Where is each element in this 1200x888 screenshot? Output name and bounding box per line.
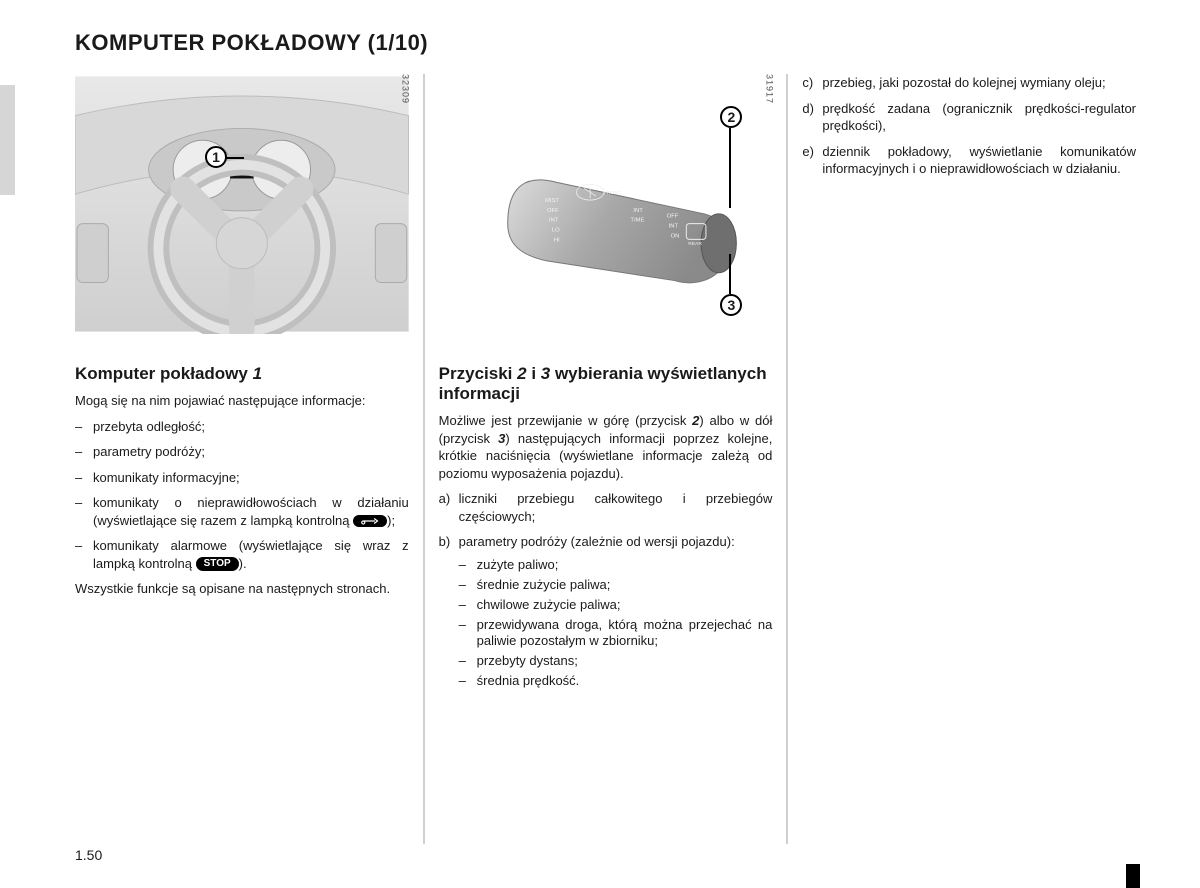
list-item: e) dziennik pokładowy, wyświetlanie komun…	[802, 143, 1136, 178]
svg-text:INT: INT	[633, 208, 643, 214]
list-item: średnie zużycie paliwa;	[459, 577, 773, 594]
page-title: KOMPUTER POKŁADOWY (1/10)	[75, 30, 1150, 56]
list-item: d) prędkość zadana (ogranicznik prędkości…	[802, 100, 1136, 135]
heading-text: Komputer pokładowy	[75, 364, 253, 383]
svg-text:INT: INT	[549, 218, 559, 224]
list-item: chwilowe zużycie paliwa;	[459, 597, 773, 614]
svg-text:HI: HI	[553, 237, 559, 243]
dashboard-illustration	[75, 74, 409, 334]
item-text: dziennik pokładowy, wyświetlanie komunik…	[822, 144, 1136, 177]
callout-line	[729, 254, 731, 294]
svg-text:OFF: OFF	[547, 208, 559, 214]
marker: c)	[802, 74, 813, 92]
col1-heading: Komputer pokładowy 1	[75, 364, 409, 384]
item-text: liczniki przebiegu całkowitego i przebie…	[459, 491, 773, 524]
intro-text: Możliwe jest przewijanie w górę (przycis…	[439, 413, 693, 428]
figure-stalk: 31917 MIST OFF INT LO	[439, 74, 773, 334]
callout-line	[226, 157, 244, 159]
item-text: parametry podróży (zależnie od wersji po…	[459, 534, 735, 549]
svg-text:LO: LO	[552, 227, 560, 233]
list-item: parametry podróży;	[75, 443, 409, 461]
figure-code: 32309	[401, 74, 411, 104]
manual-page: KOMPUTER POKŁADOWY (1/10) 32309	[0, 0, 1200, 888]
list-text: ).	[239, 556, 247, 571]
list-item: b) parametry podróży (zależnie od wersji …	[439, 533, 773, 690]
column-3: c) przebieg, jaki pozostał do kolejnej wy…	[802, 74, 1150, 844]
col1-list: przebyta odległość; parametry podróży; k…	[75, 418, 409, 573]
list-item: c) przebieg, jaki pozostał do kolejnej wy…	[802, 74, 1136, 92]
figure-code: 31917	[764, 74, 774, 104]
list-item: a) liczniki przebiegu całkowitego i przeb…	[439, 490, 773, 525]
list-item: komunikaty alarmowe (wyświetlające się w…	[75, 537, 409, 572]
list-item: średnia prędkość.	[459, 673, 773, 690]
heading-text: i	[527, 364, 541, 383]
marker: d)	[802, 100, 814, 118]
marker: a)	[439, 490, 451, 508]
callout-1: 1	[205, 146, 227, 168]
heading-ref: 1	[253, 364, 262, 383]
svg-text:INT: INT	[668, 224, 678, 230]
col3-letter-list: c) przebieg, jaki pozostał do kolejnej wy…	[802, 74, 1136, 178]
col2-heading: Przyciski 2 i 3 wybierania wyświetlanych…	[439, 364, 773, 404]
column-1: 32309	[75, 74, 423, 844]
stop-icon: STOP	[196, 557, 239, 571]
col2-sublist: zużyte paliwo; średnie zużycie paliwa; c…	[459, 557, 773, 690]
wrench-icon	[353, 515, 387, 527]
svg-text:FRONT: FRONT	[604, 190, 621, 196]
item-text: prędkość zadana (ogranicznik prędkości-r…	[822, 101, 1136, 134]
marker: b)	[439, 533, 451, 551]
figure-dashboard: 32309	[75, 74, 409, 334]
svg-text:ON: ON	[670, 233, 679, 239]
column-divider	[786, 74, 788, 844]
col1-intro: Mogą się na nim pojawiać następujące inf…	[75, 392, 409, 410]
list-item: przebyta odległość;	[75, 418, 409, 436]
content-columns: 32309	[75, 74, 1150, 844]
corner-mark	[1126, 864, 1140, 888]
marker: e)	[802, 143, 814, 161]
list-item: przewidywana droga, którą można przejech…	[459, 617, 773, 651]
heading-ref: 3	[541, 364, 550, 383]
item-text: przebieg, jaki pozostał do kolejnej wymi…	[822, 75, 1105, 90]
heading-text: Przyciski	[439, 364, 517, 383]
svg-text:OFF: OFF	[666, 214, 678, 220]
list-item: komunikaty o nieprawidłowościach w dział…	[75, 494, 409, 529]
svg-text:REAR: REAR	[688, 241, 702, 247]
heading-ref: 2	[517, 364, 526, 383]
col1-outro: Wszystkie funkcje są opisane na następny…	[75, 580, 409, 598]
list-text: komunikaty alarmowe (wyświetlające się w…	[93, 538, 409, 571]
svg-text:TIME: TIME	[630, 218, 644, 224]
callout-line	[729, 128, 731, 208]
list-item: komunikaty informacyjne;	[75, 469, 409, 487]
list-item: przebyty dystans;	[459, 653, 773, 670]
col2-letter-list: a) liczniki przebiegu całkowitego i przeb…	[439, 490, 773, 690]
column-2: 31917 MIST OFF INT LO	[439, 74, 787, 844]
list-item: zużyte paliwo;	[459, 557, 773, 574]
column-divider	[423, 74, 425, 844]
col2-intro: Możliwe jest przewijanie w górę (przycis…	[439, 412, 773, 482]
page-number: 1.50	[75, 847, 102, 863]
svg-text:MIST: MIST	[545, 198, 559, 204]
list-text: );	[387, 513, 395, 528]
